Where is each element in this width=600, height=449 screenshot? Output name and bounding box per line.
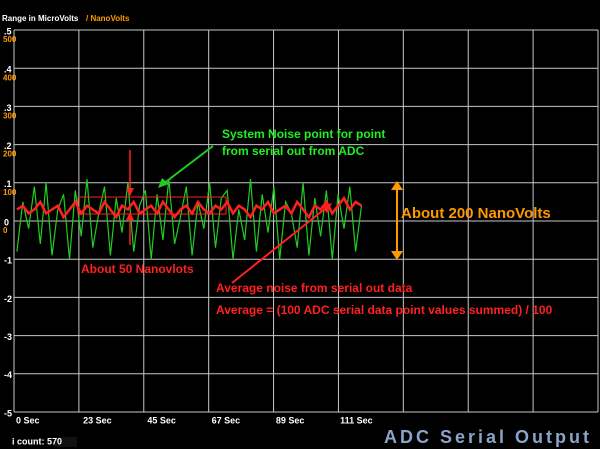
x-tick-label: 0 Sec — [16, 415, 40, 425]
y-tick-label: .4 — [4, 65, 12, 75]
annotation: Average = (100 ADC serial data point val… — [216, 303, 553, 317]
green-arrow — [162, 145, 214, 185]
y-tick-label: 0 — [4, 217, 9, 227]
y2-tick-label: 400 — [3, 73, 17, 82]
red-arrow-head — [126, 212, 134, 220]
y2-tick-label: 300 — [3, 112, 17, 121]
green-arrow-head — [158, 178, 169, 188]
y-tick-label: -1 — [4, 256, 12, 266]
y-tick-label: -3 — [4, 332, 12, 342]
annotation: About 50 Nanovlots — [81, 262, 194, 276]
grid: .5 .4 .3 .2 .1 0 -1 -2 -3 -4 -5 500 400 300 200 100 0 0 S… — [3, 26, 599, 425]
series-line — [16, 178, 363, 260]
series-line — [16, 195, 363, 220]
x-tick-label: 67 Sec — [212, 415, 241, 425]
y-tick-label: -2 — [4, 294, 12, 304]
annotation: Average noise from serial out data — [216, 281, 413, 295]
x-tick-label: 89 Sec — [276, 415, 305, 425]
x-tick-label: 45 Sec — [147, 415, 176, 425]
status: i count: 570 — [12, 436, 62, 446]
red-arrow-head — [321, 203, 332, 213]
y-tick-label: -5 — [4, 408, 12, 418]
y2-tick-label: 100 — [3, 188, 17, 197]
x-tick-label: 23 Sec — [83, 415, 112, 425]
y2-tick-label: 500 — [3, 35, 17, 44]
annotation-arrows — [77, 145, 403, 284]
y2-tick-label: 200 — [3, 150, 17, 159]
y-tick-label: -4 — [4, 370, 12, 380]
count-box — [55, 437, 77, 447]
red-arrow — [231, 207, 327, 284]
orange-arrow-head — [391, 251, 403, 260]
annotation: System Noise point for point — [222, 127, 385, 141]
annotation: from serial out from ADC — [222, 144, 365, 158]
annotation: About 200 NanoVolts — [401, 205, 551, 222]
orange-arrow-head — [391, 181, 403, 190]
x-tick-label: 111 Sec — [340, 415, 373, 425]
red-arrow-head — [126, 188, 134, 196]
y-tick-label: .5 — [4, 26, 12, 36]
chart-title: ADC Serial Output — [384, 427, 592, 447]
y-tick-label: .3 — [4, 103, 12, 113]
range-box — [77, 196, 227, 215]
y-tick-label: .2 — [4, 141, 12, 151]
y-axis-label: Range in MicroVolts — [2, 14, 79, 23]
y-tick-label: .1 — [4, 179, 12, 189]
y2-axis-label: / NanoVolts — [86, 14, 130, 23]
y2-tick-label: 0 — [3, 226, 8, 235]
plot — [16, 178, 363, 260]
